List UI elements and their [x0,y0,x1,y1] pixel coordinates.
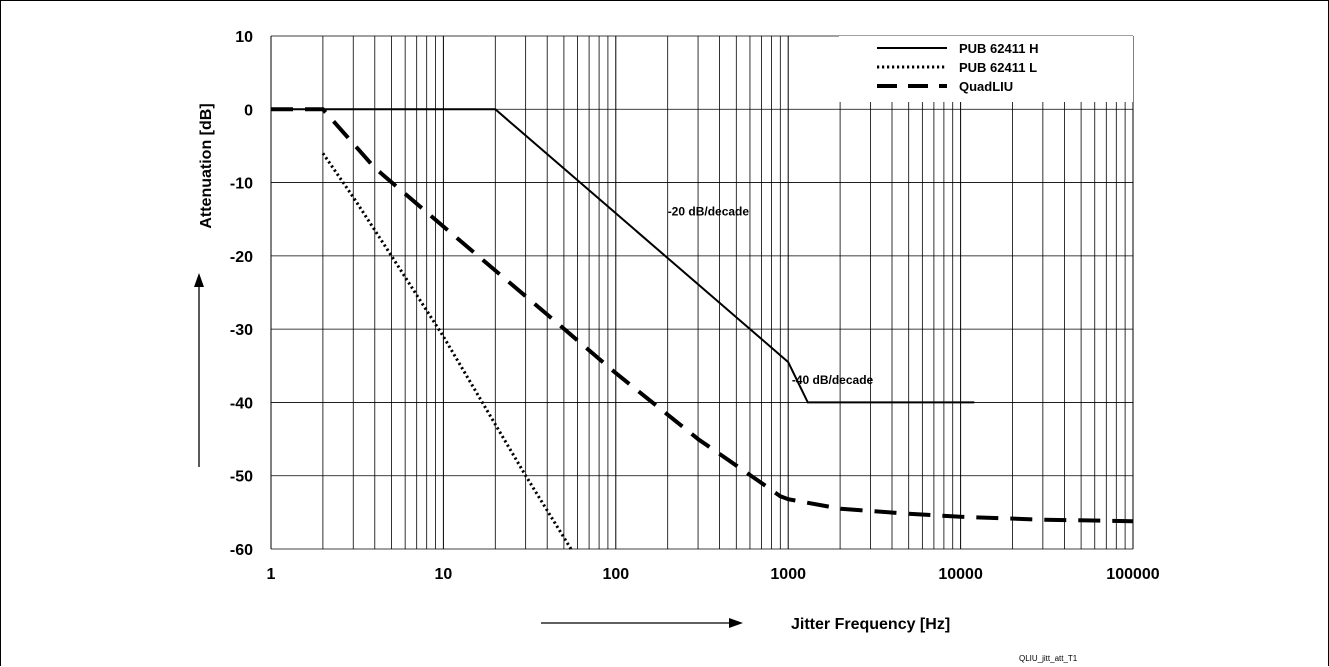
y-tick-label: -50 [230,469,253,486]
y-tick-label: -30 [230,322,253,339]
grid-lines [270,35,1134,550]
y-tick-label: -60 [230,542,253,559]
y-tick-label: 10 [235,29,253,46]
legend-label-1: PUB 62411 H [959,41,1039,56]
x-axis-arrow [541,618,743,628]
x-tick-label: 10000 [938,566,983,583]
figure-id: QLIU_jitt_att_T1 [1019,654,1078,663]
y-axis-arrow [194,273,204,467]
series-line-2 [321,152,573,550]
series-line-1 [271,108,975,404]
x-tick-label: 100 [602,566,629,583]
y-tick-label: -10 [230,176,253,193]
x-tick-label: 1000 [770,566,806,583]
annotation-2: -40 dB/decade [792,373,874,387]
annotation-1: -20 dB/decade [668,205,750,219]
legend: PUB 62411 H PUB 62411 L QuadLIU [839,36,1133,102]
series-line-3 [271,107,1134,524]
legend-label-3: QuadLIU [959,79,1013,94]
annotations: -20 dB/decade -40 dB/decade [668,205,874,388]
y-tick-label: 0 [244,102,253,119]
y-axis-label: Attenuation [dB] [198,103,215,228]
x-tick-label: 10 [435,566,453,583]
x-axis-label: Jitter Frequency [Hz] [791,616,950,633]
y-tick-label: -20 [230,249,253,266]
series-layer [271,107,1134,550]
x-tick-label: 100000 [1106,566,1159,583]
x-tick-label: 1 [267,566,276,583]
tick-labels: 1 10 100 1000 10000 100000100-10-20-30-40-50-… [230,29,1160,583]
y-tick-label: -40 [230,395,253,412]
legend-label-2: PUB 62411 L [959,60,1037,75]
